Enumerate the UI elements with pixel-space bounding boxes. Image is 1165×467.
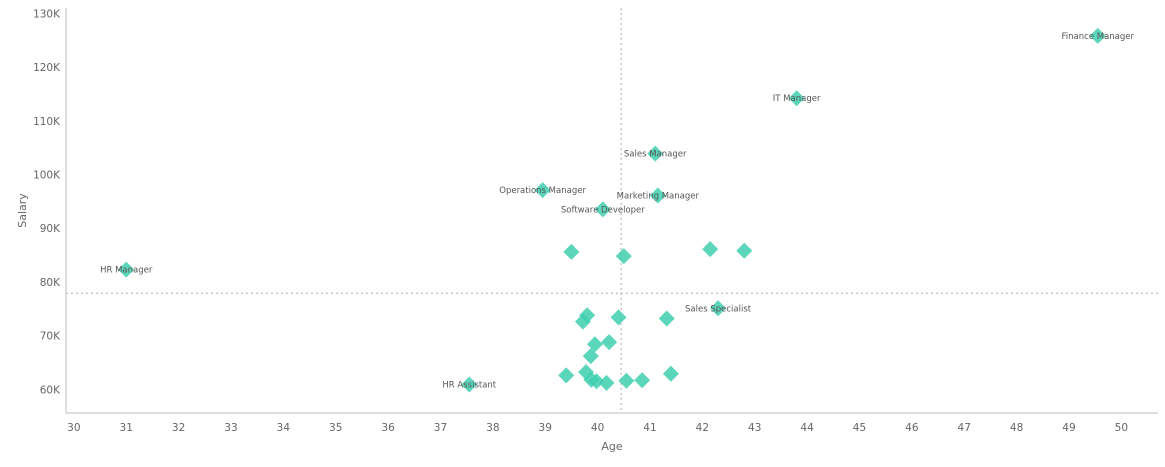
x-tick-label: 34 xyxy=(277,422,291,434)
x-tick-label: 32 xyxy=(172,422,185,434)
data-point[interactable] xyxy=(558,367,575,384)
data-point[interactable] xyxy=(662,365,679,382)
x-tick-label: 49 xyxy=(1062,422,1075,434)
y-tick-label: 110K xyxy=(33,116,61,128)
data-point[interactable] xyxy=(634,372,651,389)
x-tick-label: 37 xyxy=(434,422,447,434)
data-point[interactable] xyxy=(647,145,664,162)
point-label: HR Assistant xyxy=(442,381,496,391)
reference-lines xyxy=(66,8,1158,413)
point-label: IT Manager xyxy=(773,94,821,104)
data-point[interactable] xyxy=(788,90,805,107)
data-point[interactable] xyxy=(461,376,478,393)
x-tick-label: 38 xyxy=(486,422,499,434)
point-labels: Finance Manager IT Manager Sales Manager Op… xyxy=(100,32,1134,391)
data-point[interactable] xyxy=(582,348,599,365)
data-point[interactable] xyxy=(563,243,580,260)
data-point[interactable] xyxy=(615,248,632,265)
y-tick-label: 80K xyxy=(40,277,61,289)
x-tick-label: 44 xyxy=(800,422,814,434)
y-tick-labels: 60K 70K 80K 90K 100K 110K 120K 130K xyxy=(33,8,61,396)
x-tick-label: 48 xyxy=(1010,422,1023,434)
data-point[interactable] xyxy=(594,201,611,218)
data-point[interactable] xyxy=(574,313,591,330)
data-point[interactable] xyxy=(710,300,727,317)
data-point[interactable] xyxy=(1089,27,1106,44)
data-point[interactable] xyxy=(586,336,603,353)
point-label: HR Manager xyxy=(100,266,153,276)
point-label: Sales Manager xyxy=(624,150,687,160)
data-point[interactable] xyxy=(736,242,753,259)
data-point[interactable] xyxy=(649,187,666,204)
x-axis-title: Age xyxy=(601,440,623,453)
data-point[interactable] xyxy=(588,373,605,390)
data-point[interactable] xyxy=(534,182,551,199)
point-label: Marketing Manager xyxy=(617,191,700,201)
axes xyxy=(65,8,1158,414)
x-tick-label: 40 xyxy=(591,422,604,434)
x-tick-label: 33 xyxy=(224,422,237,434)
x-tick-labels: 30 31 32 33 34 35 36 37 38 39 40 41 42 43 44 45 46 47 48 49… xyxy=(67,422,1128,434)
y-tick-label: 130K xyxy=(33,8,61,20)
x-tick-label: 47 xyxy=(958,422,971,434)
point-label: Finance Manager xyxy=(1062,32,1135,42)
x-tick-label: 50 xyxy=(1115,422,1128,434)
data-point[interactable] xyxy=(610,309,627,326)
y-tick-label: 70K xyxy=(40,331,61,343)
x-tick-label: 39 xyxy=(539,422,552,434)
y-axis-title: Salary xyxy=(16,193,29,228)
y-tick-label: 60K xyxy=(40,384,61,396)
y-tick-label: 90K xyxy=(40,223,61,235)
data-point[interactable] xyxy=(601,334,618,351)
point-label: Sales Specialist xyxy=(685,304,752,314)
y-tick-label: 100K xyxy=(33,170,61,182)
point-label: Operations Manager xyxy=(499,186,586,196)
data-point[interactable] xyxy=(618,372,635,389)
data-point[interactable] xyxy=(118,261,135,278)
data-points xyxy=(118,27,1106,393)
y-tick-label: 120K xyxy=(33,62,61,74)
point-label: Software Developer xyxy=(561,205,645,215)
x-tick-label: 42 xyxy=(696,422,709,434)
x-tick-label: 43 xyxy=(748,422,761,434)
data-point[interactable] xyxy=(702,241,719,258)
x-tick-label: 45 xyxy=(853,422,866,434)
x-tick-label: 31 xyxy=(120,422,133,434)
x-tick-label: 41 xyxy=(643,422,656,434)
data-point[interactable] xyxy=(658,310,675,327)
x-tick-label: 30 xyxy=(67,422,80,434)
x-tick-label: 46 xyxy=(905,422,919,434)
x-tick-label: 36 xyxy=(381,422,395,434)
x-tick-label: 35 xyxy=(329,422,342,434)
data-point[interactable] xyxy=(598,374,615,391)
